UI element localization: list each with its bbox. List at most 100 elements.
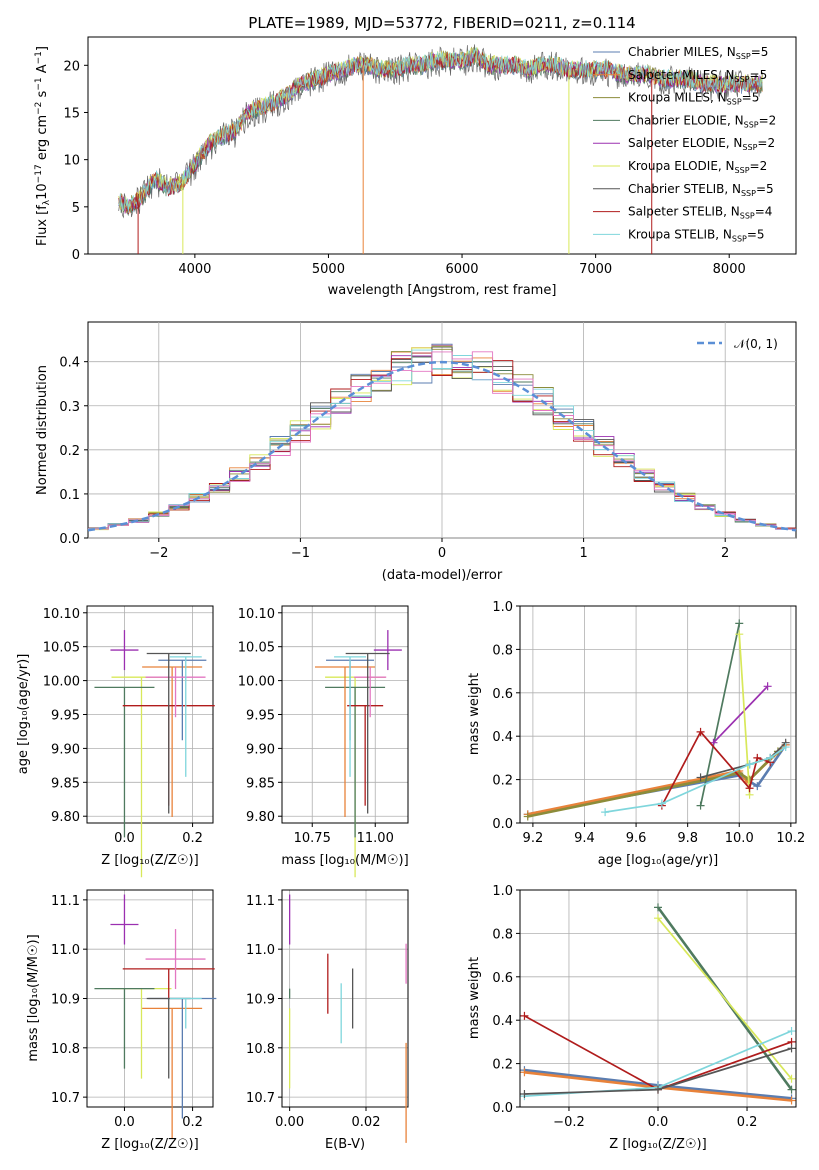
mw-z-ylabel: mass weight: [467, 957, 482, 1039]
mass-ebv-ytick-label: 10.8: [246, 1042, 275, 1057]
spectrum-lines: [118, 44, 763, 254]
mw-age-marker: [753, 753, 762, 762]
mw-z-marker: [654, 903, 662, 912]
mw-z-marker: [520, 1068, 529, 1077]
mw-age-ylabel: mass weight: [467, 673, 482, 755]
residual-grid: [88, 322, 796, 539]
mw-age-marker: [657, 799, 666, 808]
age-z-axes: [86, 605, 214, 824]
massweight-vs-age-panel: 9.2 9.4 9.6 9.8 10.0 10.2 0.0 0.2 0.4 0.6 0.8 1.0: [492, 600, 805, 846]
mass-ebv-ytick-label: 11.1: [246, 894, 275, 909]
mw-z-xlabel: Z [log₁₀(Z/Z☉)]: [609, 1137, 706, 1152]
mw-age-marker: [763, 682, 772, 691]
mw-age-marker: [781, 743, 790, 752]
mw-age-ytick-label: 0.6: [492, 687, 513, 702]
mw-age-marker: [745, 784, 754, 793]
mass-z-ytick-label: 10.8: [51, 1042, 80, 1057]
residual-ytick-label: 0.4: [59, 356, 80, 371]
mw-age-marker: [766, 753, 775, 762]
mw-age-ytick-label: 0.2: [492, 774, 513, 789]
residual-ylabel: Normed distribution: [35, 365, 50, 495]
residual-histograms: [87, 343, 797, 532]
age-mass-xtick-label: 10.75: [294, 831, 331, 846]
age-z-xlabel: Z [log₁₀(Z/Z☉)]: [101, 853, 198, 868]
mw-z-marker: [654, 1085, 662, 1094]
residual-xtick-label: 1: [579, 546, 587, 561]
legend-label: Kroupa MILES, NSSP=5: [628, 91, 759, 107]
legend-label: Chabrier STELIB, NSSP=5: [628, 182, 774, 198]
mass-ebv-ytick-label: 11.0: [246, 943, 275, 958]
mw-age-series-2: [527, 750, 779, 818]
mw-z-ytick-label: 1.0: [492, 884, 513, 899]
age-mass-ytick-label: 10.10: [238, 607, 275, 622]
mw-age-xtick-label: 9.8: [677, 831, 698, 846]
residual-ticks: −2 −1 0 1 2 0.0 0.1 0.2 0.3 0.4: [59, 356, 729, 561]
massweight-vs-z-panel: −0.2 0.0 0.2 0.0 0.2 0.4 0.6 0.8 1.0: [492, 884, 797, 1130]
mass-z-ytick-label: 11.1: [51, 894, 80, 909]
mw-age-marker: [753, 782, 762, 791]
mw-z-marker: [787, 1027, 796, 1036]
age-mass-ytick-label: 10.00: [238, 675, 275, 690]
mass-ebv-ytick-label: 10.7: [246, 1091, 275, 1106]
residual-xtick-label: −2: [149, 546, 168, 561]
mw-z-xtick-label: 0.2: [737, 1115, 758, 1130]
spectrum-ytick-label: 5: [72, 201, 80, 216]
spectrum-xlabel: wavelength [Angstrom, rest frame]: [328, 283, 557, 298]
mw-age-xtick-label: 10.2: [776, 831, 805, 846]
spectrum-xtick-label: 6000: [445, 262, 478, 277]
residual-ytick-label: 0.2: [59, 444, 80, 459]
age-mass-ytick-label: 9.95: [246, 709, 275, 724]
age-z-ylabel: age [log₁₀(age/yr)]: [16, 654, 31, 775]
spectrum-title: PLATE=1989, MJD=53772, FIBERID=0211, z=0…: [248, 14, 635, 32]
legend-label: Chabrier MILES, NSSP=5: [628, 45, 768, 61]
spectrum-panel: PLATE=1989, MJD=53772, FIBERID=0211, z=0…: [34, 14, 797, 298]
mw-age-marker: [696, 773, 705, 782]
normal-legend-label: 𝒩(0, 1): [734, 337, 778, 351]
spectrum-xtick-label: 8000: [713, 262, 746, 277]
age-vs-mass-panel: 10.75 11.00 9.80 9.85 9.90 9.95 10.00 10.05 10.1…: [238, 605, 409, 878]
residual-ytick-label: 0.1: [59, 488, 80, 503]
residual-xlabel: (data-model)/error: [382, 568, 503, 583]
mw-age-marker: [523, 812, 532, 821]
age-z-xtick-label: 0.2: [182, 831, 203, 846]
legend-label: Salpeter MILES, NSSP=5: [628, 68, 767, 84]
normal-curve: [87, 360, 797, 532]
legend-label: Salpeter STELIB, NSSP=4: [628, 205, 772, 221]
mw-z-ytick-label: 0.2: [492, 1058, 513, 1073]
mw-z-ytick-label: 0.0: [492, 1101, 513, 1116]
mw-z-marker: [787, 1044, 796, 1053]
mw-z-marker: [520, 1089, 529, 1098]
mass-ebv-xtick-label: 0.00: [275, 1115, 304, 1130]
age-z-ytick-label: 10.10: [43, 607, 80, 622]
mw-z-axes: [519, 889, 797, 1108]
mw-z-marker: [520, 1011, 529, 1020]
spectrum-xtick-label: 5000: [312, 262, 345, 277]
residual-xtick-label: 0: [438, 546, 446, 561]
mass-ebv-axes: [281, 889, 409, 1108]
age-mass-xtick-label: 11.00: [357, 831, 394, 846]
age-z-ytick-label: 9.95: [51, 709, 80, 724]
mass-z-xtick-label: 0.2: [182, 1115, 203, 1130]
mass-ebv-xtick-label: 0.02: [352, 1115, 381, 1130]
mw-age-ytick-label: 1.0: [492, 600, 513, 615]
residual-xtick-label: 2: [721, 546, 729, 561]
mw-z-ytick-label: 0.8: [492, 927, 513, 942]
mass-z-ytick-label: 10.9: [51, 993, 80, 1008]
age-vs-z-panel: 0.0 0.2 9.80 9.85 9.90 9.95 10.00 10.05 10.10: [43, 605, 215, 878]
mw-age-marker: [601, 808, 610, 817]
mw-z-marker: [787, 1096, 796, 1105]
age-mass-ytick-label: 9.80: [246, 810, 275, 825]
spectrum-ytick-label: 20: [63, 59, 80, 74]
mw-age-xtick-label: 9.6: [626, 831, 647, 846]
mw-age-xlabel: age [log₁₀(age/yr)]: [598, 853, 719, 868]
age-z-ytick-label: 10.00: [43, 675, 80, 690]
mw-age-ytick-label: 0.0: [492, 817, 513, 832]
mass-vs-z-panel: 0.0 0.2 10.7 10.8 10.9 11.0 11.1: [51, 889, 217, 1139]
mw-age-xtick-label: 10.0: [725, 831, 754, 846]
legend-label: Chabrier ELODIE, NSSP=2: [628, 113, 776, 129]
mw-z-xtick-label: 0.0: [648, 1115, 669, 1130]
age-mass-axes: [281, 605, 409, 824]
mw-z-xtick-label: −0.2: [553, 1115, 585, 1130]
residual-xtick-label: −1: [291, 546, 310, 561]
